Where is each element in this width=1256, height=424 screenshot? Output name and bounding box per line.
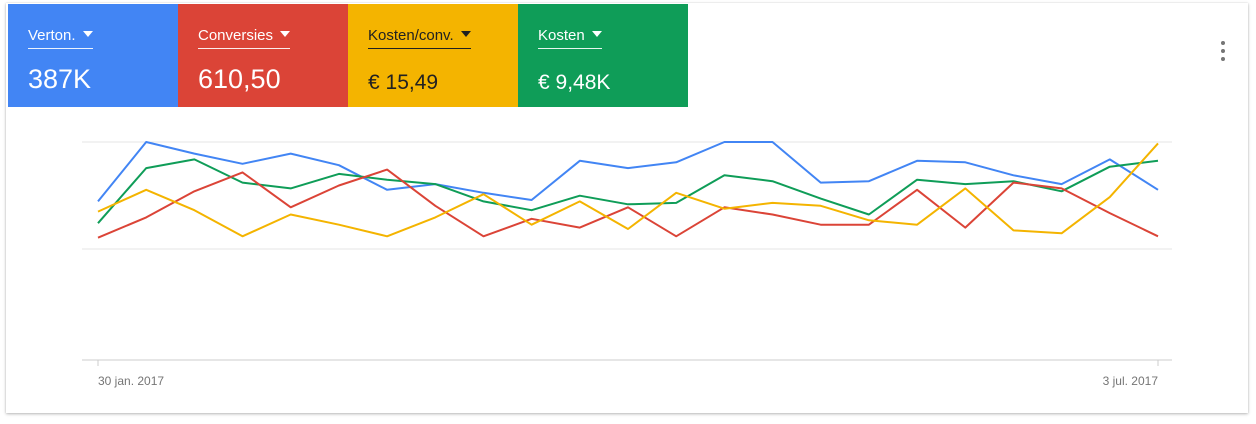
series-line-0 [97,141,1159,203]
metric-tile-cost-per-conversion[interactable]: Kosten/conv. € 15,49 [348,4,518,107]
metric-selector-cost-per-conversion[interactable]: Kosten/conv. [368,27,471,49]
performance-card: Verton. 387K Conversies 610,50 Kosten/co… [6,3,1248,413]
metric-label: Kosten [538,27,585,44]
metric-selector-cost[interactable]: Kosten [538,27,602,49]
caret-down-icon [280,31,291,38]
more-vert-icon[interactable] [1216,39,1230,65]
metric-selector-conversions[interactable]: Conversies [198,27,291,49]
x-tick-label: 3 jul. 2017 [1103,374,1159,388]
caret-down-icon [460,31,471,38]
series-line-2 [97,168,1159,239]
metric-value: € 9,48K [538,71,611,94]
series-line-1 [97,158,1159,224]
metric-selector-impressions[interactable]: Verton. [28,27,93,49]
line-chart: 30 jan. 2017 3 jul. 2017 [82,141,1172,388]
metric-value: 387K [28,64,92,94]
series-line-3 [97,142,1159,238]
metric-tile-impressions[interactable]: Verton. 387K [8,4,178,107]
metric-tile-cost[interactable]: Kosten € 9,48K [518,4,688,107]
metric-label: Kosten/conv. [368,27,454,44]
caret-down-icon [591,31,602,38]
caret-down-icon [82,31,93,38]
metric-label: Verton. [28,27,76,44]
metric-tile-conversions[interactable]: Conversies 610,50 [178,4,348,107]
metric-value: € 15,49 [368,71,439,94]
metric-value: 610,50 [198,64,281,94]
x-tick-label: 30 jan. 2017 [98,374,164,388]
metric-label: Conversies [198,27,274,44]
